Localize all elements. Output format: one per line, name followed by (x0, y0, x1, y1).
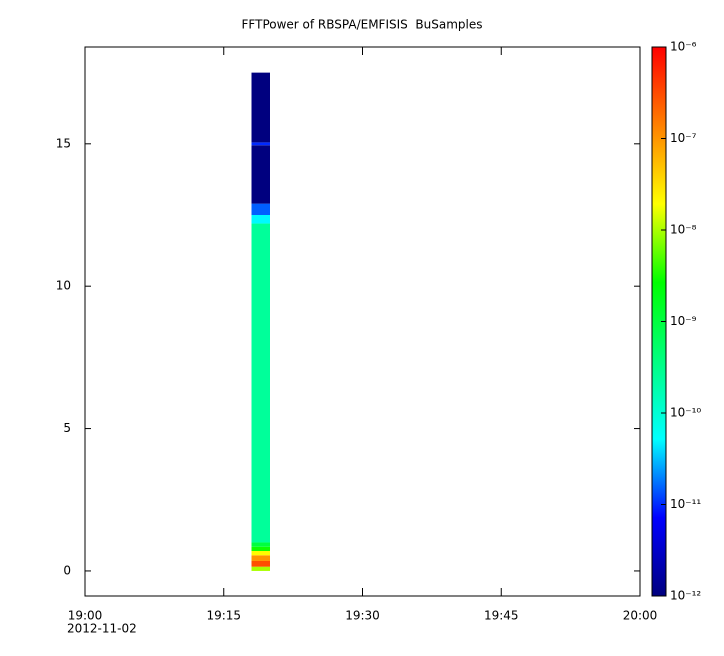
x-tick-label: 19:45 (484, 609, 519, 623)
spectrogram-cell (251, 72, 270, 143)
colorbar-tick-label: 10⁻⁹ (670, 314, 697, 328)
spectrogram-cell (251, 555, 270, 561)
colorbar-tick-label: 10⁻¹⁰ (670, 406, 701, 420)
x-tick-label: 19:30 (345, 609, 380, 623)
y-tick-label: 5 (63, 421, 71, 435)
spectrogram-cell (251, 203, 270, 216)
colorbar-tick-label: 10⁻⁶ (670, 40, 697, 54)
chart-title: FFTPower of RBSPA/EMFISIS BuSamples (242, 18, 483, 32)
spectrogram-cell (251, 142, 270, 146)
x-date-label: 2012-11-02 (67, 622, 137, 636)
spectrogram-cell (251, 546, 270, 552)
y-tick-label: 10 (56, 279, 71, 293)
spectrogram-cell (251, 551, 270, 556)
spectrogram-cell (251, 566, 270, 571)
colorbar-tick-label: 10⁻⁷ (670, 131, 697, 145)
y-tick-label: 0 (63, 563, 71, 577)
colorbar-tick-label: 10⁻¹² (670, 589, 701, 603)
spectrogram-cell (251, 215, 270, 224)
spectrogram-cell (251, 542, 270, 547)
spectrogram-cell (251, 223, 270, 543)
x-tick-label: 19:15 (206, 609, 241, 623)
spectrogram-cell (251, 560, 270, 567)
colorbar-tick-label: 10⁻¹¹ (670, 497, 701, 511)
spectrogram-cell (251, 145, 270, 204)
x-tick-label: 19:00 (68, 609, 103, 623)
y-tick-label: 15 (56, 136, 71, 150)
plot-frame (84, 46, 641, 597)
colorbar-tick-label: 10⁻⁸ (670, 223, 697, 237)
x-tick-label: 20:00 (623, 609, 658, 623)
